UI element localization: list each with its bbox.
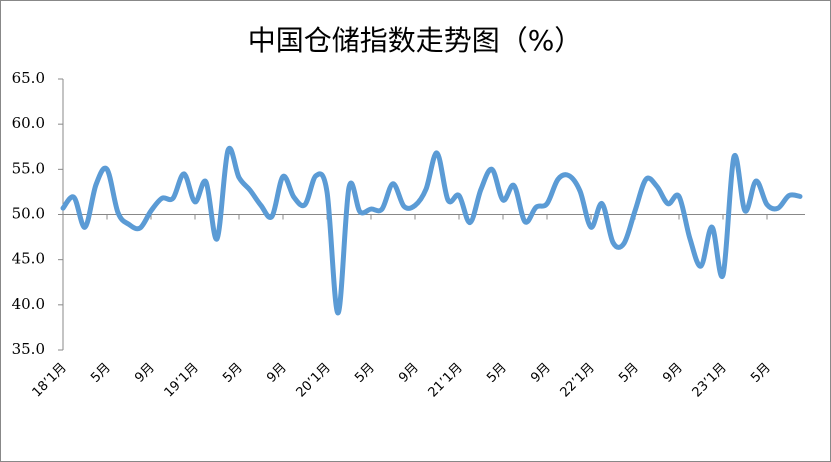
y-tick-label: 40.0 bbox=[12, 295, 45, 313]
y-tick-label: 55.0 bbox=[12, 159, 45, 177]
y-tick-label: 65.0 bbox=[12, 69, 45, 87]
y-tick-label: 45.0 bbox=[12, 250, 45, 268]
y-tick-label: 50.0 bbox=[12, 205, 45, 223]
line-series bbox=[60, 145, 803, 316]
y-tick-label: 60.0 bbox=[12, 114, 45, 132]
y-tick-label: 35.0 bbox=[12, 340, 45, 358]
chart-title: 中国仓储指数走势图（%） bbox=[248, 24, 583, 57]
